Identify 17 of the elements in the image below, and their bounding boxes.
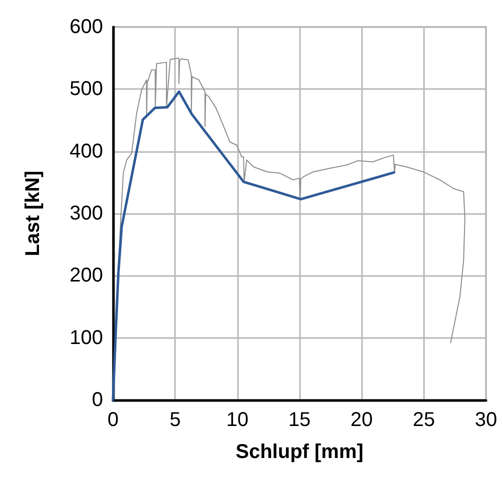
x-axis-title: Schlupf [mm] xyxy=(236,441,364,463)
x-tick-label: 10 xyxy=(226,409,248,431)
x-tick-label: 30 xyxy=(474,409,498,431)
line-series xyxy=(112,90,396,402)
x-tick-label: 20 xyxy=(350,409,373,431)
x-tick-label: 15 xyxy=(288,409,311,431)
y-tick-label: 0 xyxy=(92,389,103,411)
x-tick-label: 5 xyxy=(170,409,181,431)
y-tick-label: 100 xyxy=(70,326,103,349)
x-tick-label: 25 xyxy=(412,409,435,431)
y-axis-title: Last [kN] xyxy=(22,170,44,256)
y-tick-label: 500 xyxy=(70,78,103,100)
y-tick-label: 400 xyxy=(70,140,103,162)
y-tick-label: 200 xyxy=(70,264,103,287)
x-tick-label: 0 xyxy=(107,409,119,431)
y-tick-label: 300 xyxy=(70,202,103,224)
y-tick-label: 600 xyxy=(70,16,103,38)
